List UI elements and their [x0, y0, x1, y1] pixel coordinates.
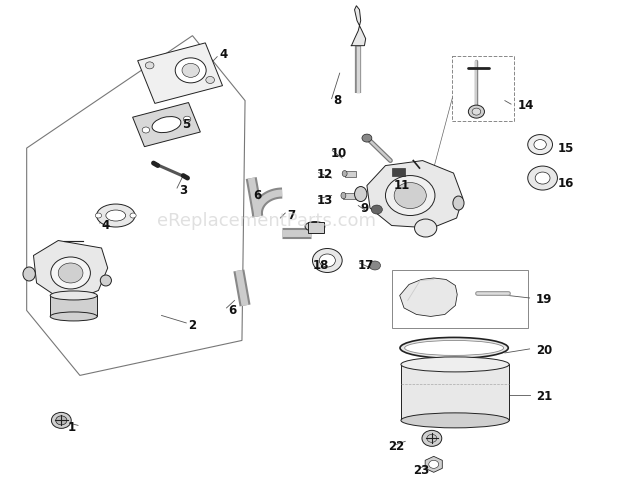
Bar — [50, 296, 97, 317]
Text: 12: 12 — [317, 168, 333, 181]
Text: 10: 10 — [330, 147, 347, 160]
Ellipse shape — [100, 275, 112, 286]
Text: 17: 17 — [358, 259, 374, 272]
Circle shape — [371, 205, 383, 214]
Text: 16: 16 — [557, 176, 574, 189]
Ellipse shape — [97, 204, 135, 227]
Polygon shape — [351, 6, 366, 46]
Circle shape — [427, 434, 437, 442]
Circle shape — [528, 166, 557, 190]
Circle shape — [319, 254, 335, 267]
Circle shape — [535, 172, 550, 184]
Circle shape — [429, 460, 439, 468]
Circle shape — [95, 213, 102, 218]
Text: 20: 20 — [536, 344, 552, 357]
Polygon shape — [425, 456, 442, 472]
Ellipse shape — [355, 186, 367, 201]
Polygon shape — [33, 240, 108, 298]
Ellipse shape — [341, 192, 346, 199]
Circle shape — [142, 127, 149, 133]
Circle shape — [468, 105, 484, 118]
Text: 6: 6 — [254, 189, 262, 202]
Polygon shape — [367, 160, 463, 228]
Text: 9: 9 — [360, 201, 368, 214]
Text: 7: 7 — [288, 209, 296, 222]
Circle shape — [386, 175, 435, 215]
Text: 15: 15 — [557, 142, 574, 155]
Text: eReplacementParts.com: eReplacementParts.com — [157, 211, 376, 229]
Bar — [392, 271, 528, 328]
Bar — [401, 364, 509, 420]
Ellipse shape — [453, 196, 464, 210]
Circle shape — [206, 77, 215, 84]
Polygon shape — [138, 43, 223, 103]
Text: 4: 4 — [102, 219, 110, 232]
Circle shape — [534, 140, 546, 150]
Text: 23: 23 — [413, 464, 430, 477]
Circle shape — [394, 182, 427, 208]
Circle shape — [370, 261, 381, 270]
Text: 13: 13 — [317, 194, 333, 207]
Circle shape — [415, 219, 437, 237]
Circle shape — [51, 257, 91, 289]
Circle shape — [175, 58, 206, 83]
Polygon shape — [400, 278, 457, 317]
Text: 3: 3 — [179, 184, 187, 197]
Text: 19: 19 — [536, 293, 552, 306]
Ellipse shape — [401, 413, 509, 428]
Circle shape — [184, 116, 191, 122]
Circle shape — [51, 412, 71, 428]
Text: 11: 11 — [394, 179, 410, 192]
Circle shape — [422, 430, 442, 446]
Circle shape — [56, 416, 67, 425]
Bar — [345, 170, 356, 176]
Text: 4: 4 — [219, 48, 228, 61]
Bar — [308, 221, 324, 232]
Circle shape — [472, 108, 480, 115]
Circle shape — [312, 248, 342, 273]
Bar — [392, 168, 405, 176]
Circle shape — [130, 213, 136, 218]
Circle shape — [182, 63, 200, 77]
Ellipse shape — [305, 221, 325, 231]
Text: 2: 2 — [188, 319, 197, 332]
Circle shape — [145, 62, 154, 69]
Text: 8: 8 — [334, 94, 342, 107]
Bar — [452, 56, 514, 121]
Circle shape — [362, 134, 372, 142]
Text: 21: 21 — [536, 390, 552, 403]
Ellipse shape — [401, 357, 509, 372]
Text: 14: 14 — [517, 99, 534, 112]
Text: 18: 18 — [312, 259, 329, 272]
Polygon shape — [133, 103, 200, 147]
Text: 22: 22 — [389, 440, 405, 453]
Text: 1: 1 — [68, 421, 76, 434]
Bar — [343, 192, 356, 199]
Circle shape — [58, 263, 83, 283]
Ellipse shape — [50, 312, 97, 321]
Text: 6: 6 — [229, 304, 237, 317]
Ellipse shape — [23, 267, 35, 281]
Circle shape — [528, 135, 552, 155]
Text: 5: 5 — [182, 118, 190, 131]
Ellipse shape — [342, 170, 347, 176]
Ellipse shape — [50, 291, 97, 300]
Polygon shape — [400, 338, 508, 358]
Ellipse shape — [152, 117, 181, 133]
Ellipse shape — [106, 210, 126, 221]
